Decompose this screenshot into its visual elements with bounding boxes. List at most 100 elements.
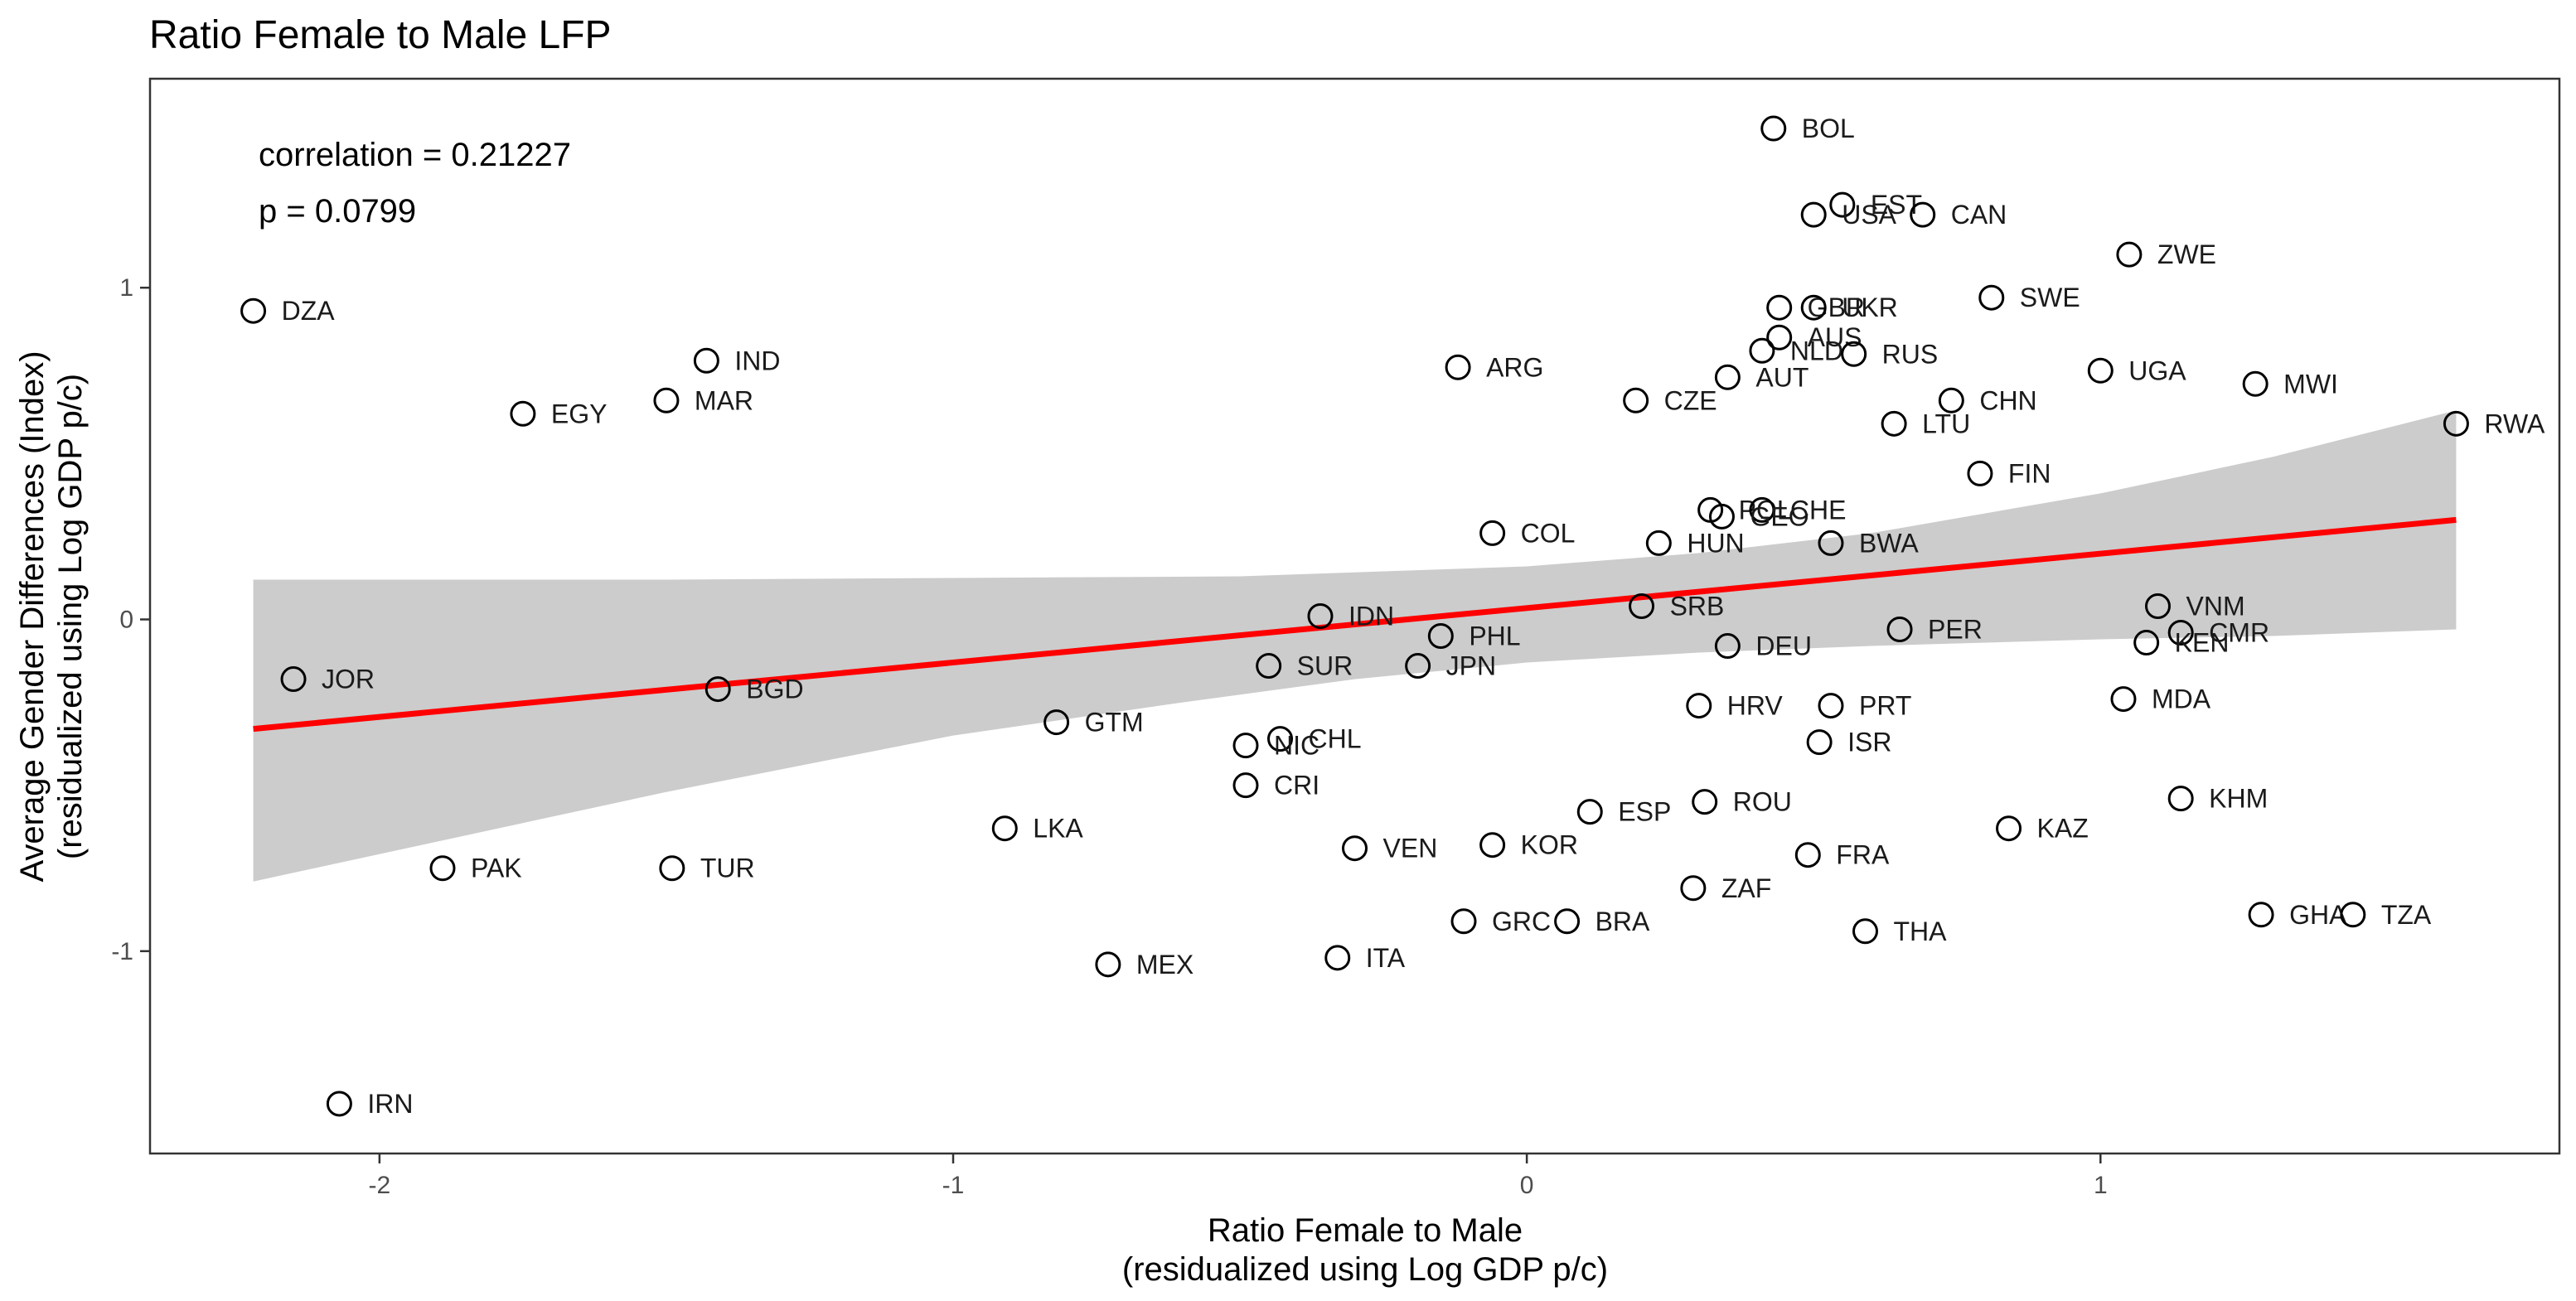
x-tick-label: -1 (942, 1172, 965, 1199)
point-label-can: CAN (1951, 200, 2007, 230)
point-idn (1307, 603, 1334, 629)
point-label-sur: SUR (1297, 651, 1353, 681)
point-label-bra: BRA (1595, 907, 1650, 936)
point-egy (510, 400, 536, 427)
point-label-mar: MAR (695, 385, 753, 415)
point-prt (1818, 693, 1844, 719)
point-per (1886, 617, 1913, 643)
point-label-aus: AUS (1808, 322, 1862, 352)
point-hun (1645, 530, 1672, 556)
point-tza (2340, 902, 2366, 928)
point-label-bwa: BWA (1859, 528, 1919, 558)
point-mda (2110, 686, 2137, 713)
point-jor (280, 666, 307, 693)
x-axis-title-line2: (residualized using Log GDP p/c) (1122, 1251, 1608, 1288)
point-label-bgd: BGD (746, 675, 803, 704)
point-mex (1095, 951, 1121, 978)
point-aut (1714, 364, 1741, 390)
point-can (1910, 201, 1936, 228)
point-col (1479, 520, 1506, 546)
point-label-kaz: KAZ (2037, 814, 2089, 844)
point-fin (1967, 460, 1993, 486)
point-label-cri: CRI (1274, 771, 1319, 800)
point-label-fin: FIN (2008, 458, 2051, 488)
point-jpn (1405, 653, 1431, 680)
point-label-grc: GRC (1492, 907, 1551, 936)
point-label-zwe: ZWE (2157, 239, 2216, 269)
point-label-jor: JOR (322, 665, 375, 694)
point-label-tza: TZA (2381, 900, 2432, 930)
point-uga (2087, 357, 2114, 384)
point-che (1749, 496, 1775, 523)
point-cze (1623, 387, 1649, 414)
point-nld (1749, 337, 1775, 364)
point-fra (1794, 842, 1821, 868)
x-axis-title-line1: Ratio Female to Male (1208, 1212, 1523, 1249)
point-kor (1479, 832, 1506, 858)
panel-border (148, 77, 2561, 1155)
point-swe (1978, 284, 2005, 311)
point-label-chn: CHN (1979, 385, 2036, 415)
p-value-annotation: p = 0.0799 (259, 193, 416, 230)
point-label-dza: DZA (282, 296, 336, 326)
point-label-ita: ITA (1366, 943, 1406, 973)
point-vnm (2145, 592, 2171, 619)
point-ukr (1800, 294, 1827, 321)
point-label-vnm: VNM (2186, 591, 2245, 621)
point-label-gtm: GTM (1085, 708, 1144, 738)
point-label-lka: LKA (1033, 814, 1083, 844)
point-gtm (1043, 709, 1070, 736)
y-axis-title-line2: (residualized using Log GDP p/c) (52, 374, 89, 859)
point-label-mex: MEX (1136, 950, 1194, 979)
point-label-kor: KOR (1521, 830, 1578, 860)
point-bol (1760, 115, 1787, 142)
point-zaf (1680, 875, 1707, 902)
point-label-rus: RUS (1882, 339, 1939, 369)
point-label-isr: ISR (1847, 728, 1891, 757)
point-label-ven: VEN (1383, 834, 1438, 863)
point-ind (693, 347, 719, 374)
point-label-usa: USA (1842, 200, 1896, 230)
y-tick-label: 0 (119, 607, 133, 634)
point-label-bol: BOL (1802, 114, 1855, 143)
point-geo (1708, 503, 1735, 530)
point-chl (1267, 726, 1294, 752)
point-label-hrv: HRV (1727, 691, 1784, 721)
x-tick-label: 1 (2094, 1172, 2108, 1199)
point-kaz (1996, 815, 2022, 842)
point-esp (1576, 799, 1603, 825)
point-label-deu: DEU (1755, 631, 1812, 661)
point-label-nld: NLD (1790, 336, 1843, 365)
point-mar (653, 387, 680, 414)
point-chn (1938, 387, 1964, 414)
point-pak (429, 855, 456, 882)
point-label-esp: ESP (1618, 797, 1671, 827)
y-axis-title-line1: Average Gender Differences (Index) (14, 351, 51, 882)
point-label-est: EST (1871, 190, 1922, 220)
point-label-ukr: UKR (1842, 293, 1898, 322)
point-ven (1342, 835, 1368, 862)
point-irn (326, 1091, 352, 1117)
x-tick-label: 0 (1520, 1172, 1534, 1199)
point-label-arg: ARG (1486, 352, 1543, 382)
axes: -2 -1 0 1 -1 0 1 (111, 77, 2561, 1199)
point-label-chl: CHL (1309, 724, 1362, 754)
point-nic (1232, 733, 1259, 759)
point-lka (991, 815, 1018, 842)
point-mwi (2242, 370, 2269, 397)
point-label-gha: GHA (2289, 900, 2347, 930)
point-label-irn: IRN (367, 1089, 413, 1119)
point-arg (1445, 354, 1471, 380)
point-ita (1324, 945, 1351, 971)
point-label-mwi: MWI (2283, 369, 2338, 399)
point-label-hun: HUN (1687, 528, 1744, 558)
point-ken (2133, 630, 2160, 656)
point-label-tha: THA (1894, 917, 1948, 946)
point-bgd (705, 676, 731, 703)
point-label-aut: AUT (1755, 362, 1809, 392)
point-deu (1714, 633, 1741, 660)
point-label-rwa: RWA (2484, 409, 2545, 438)
point-label-ken: KEN (2175, 628, 2230, 658)
